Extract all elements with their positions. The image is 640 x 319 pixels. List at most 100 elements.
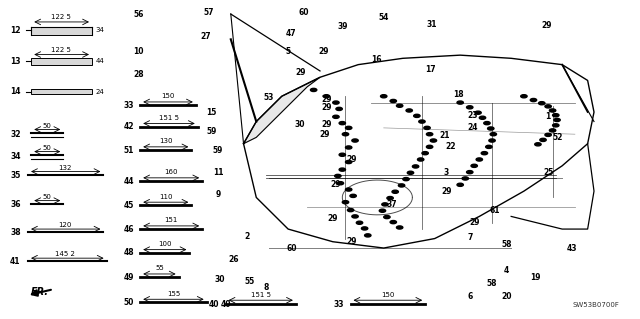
Circle shape	[346, 188, 352, 191]
Text: 120: 120	[58, 222, 72, 228]
Circle shape	[424, 126, 430, 130]
Text: 33: 33	[124, 100, 134, 110]
Text: 58: 58	[487, 279, 497, 288]
Circle shape	[387, 197, 394, 200]
Text: 41: 41	[10, 257, 20, 266]
Text: 30: 30	[294, 120, 305, 129]
Text: 6: 6	[467, 292, 472, 300]
Text: FR.: FR.	[31, 287, 49, 297]
Text: 14: 14	[10, 87, 20, 96]
Text: 122 5: 122 5	[51, 47, 71, 53]
Circle shape	[457, 183, 463, 186]
Circle shape	[396, 104, 403, 107]
Circle shape	[545, 105, 551, 108]
Text: 28: 28	[133, 70, 144, 79]
Circle shape	[539, 102, 545, 105]
Circle shape	[350, 194, 356, 197]
Text: 7: 7	[467, 234, 472, 242]
Text: 145 2: 145 2	[55, 251, 75, 257]
Circle shape	[380, 209, 386, 212]
Text: 19: 19	[530, 273, 541, 282]
Text: 60: 60	[286, 244, 296, 253]
Text: 151 5: 151 5	[251, 292, 271, 298]
Text: 29: 29	[321, 95, 332, 104]
Circle shape	[476, 158, 483, 161]
Text: 53: 53	[264, 93, 274, 102]
Text: 50: 50	[43, 122, 52, 129]
Text: 44: 44	[124, 176, 134, 186]
Text: 29: 29	[328, 214, 338, 223]
Text: 26: 26	[228, 255, 239, 263]
Text: 151: 151	[164, 217, 178, 223]
Text: 59: 59	[213, 145, 223, 154]
Text: 43: 43	[566, 244, 577, 253]
Text: 122 5: 122 5	[51, 14, 71, 20]
Circle shape	[390, 100, 396, 103]
Text: 59: 59	[207, 127, 217, 136]
Circle shape	[481, 152, 488, 155]
Circle shape	[365, 234, 371, 237]
Circle shape	[346, 126, 352, 130]
Circle shape	[488, 127, 494, 130]
Text: 10: 10	[133, 48, 143, 56]
Text: 33: 33	[333, 300, 344, 309]
Text: 38: 38	[10, 228, 20, 237]
Text: 5: 5	[285, 48, 291, 56]
Text: 8: 8	[263, 283, 269, 292]
Text: 29: 29	[321, 103, 332, 112]
Circle shape	[346, 160, 352, 164]
Text: 160: 160	[164, 169, 178, 175]
Circle shape	[549, 129, 556, 132]
Circle shape	[489, 139, 495, 142]
Text: 29: 29	[441, 187, 451, 196]
Text: 151 5: 151 5	[159, 115, 179, 121]
Circle shape	[430, 139, 436, 142]
Text: 35: 35	[10, 171, 20, 180]
Text: 27: 27	[200, 32, 211, 41]
Text: 55: 55	[244, 277, 255, 286]
Text: 29: 29	[469, 218, 479, 227]
Text: 17: 17	[425, 65, 436, 74]
Circle shape	[406, 109, 412, 112]
Circle shape	[484, 122, 490, 125]
Text: 60: 60	[299, 8, 309, 17]
Text: 49: 49	[124, 273, 134, 282]
Text: 29: 29	[296, 68, 306, 77]
Text: 61: 61	[490, 206, 500, 215]
Text: 150: 150	[381, 292, 394, 298]
Text: 16: 16	[371, 56, 381, 64]
Circle shape	[552, 124, 559, 127]
Circle shape	[462, 177, 468, 180]
Circle shape	[407, 171, 413, 174]
Text: 24: 24	[468, 123, 478, 132]
Circle shape	[467, 106, 473, 109]
Text: 132: 132	[58, 165, 72, 171]
Circle shape	[540, 138, 546, 141]
Text: 29: 29	[541, 21, 552, 30]
Text: 21: 21	[439, 131, 449, 140]
Circle shape	[339, 168, 346, 171]
Text: 3: 3	[444, 168, 449, 177]
Circle shape	[549, 109, 556, 112]
Text: 29: 29	[321, 120, 332, 129]
Text: 50: 50	[124, 298, 134, 307]
Circle shape	[413, 114, 420, 117]
Text: 50: 50	[43, 194, 52, 200]
Text: SW53B0700F: SW53B0700F	[573, 302, 620, 308]
Circle shape	[339, 122, 346, 125]
Circle shape	[486, 145, 492, 148]
Text: 42: 42	[124, 122, 134, 131]
Circle shape	[346, 146, 352, 149]
Circle shape	[417, 158, 424, 161]
Text: 23: 23	[468, 111, 478, 120]
Text: 39: 39	[337, 22, 348, 31]
Circle shape	[419, 120, 425, 123]
Circle shape	[531, 99, 537, 102]
Circle shape	[339, 153, 346, 156]
Text: 55: 55	[155, 265, 164, 271]
Text: 52: 52	[552, 133, 563, 143]
Text: 34: 34	[10, 152, 20, 161]
Circle shape	[535, 143, 541, 146]
Bar	[31, 89, 92, 94]
Text: 57: 57	[204, 8, 214, 17]
